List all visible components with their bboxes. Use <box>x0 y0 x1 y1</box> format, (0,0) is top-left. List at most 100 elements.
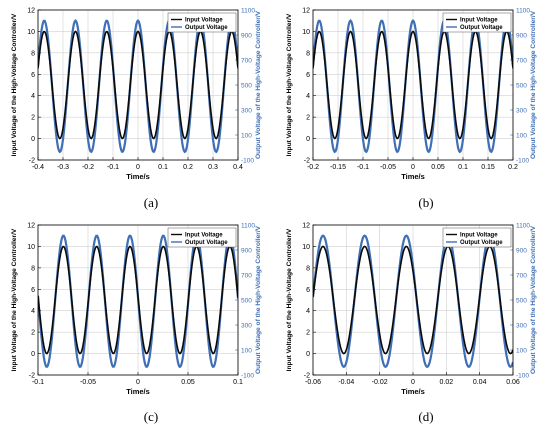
x-tick-label: 0.04 <box>473 379 487 386</box>
x-tick-label: -0.06 <box>305 379 321 386</box>
x-tick-label: -0.2 <box>307 164 319 171</box>
y-right-tick-label: -100 <box>516 158 529 165</box>
y-right-tick-label: 1100 <box>241 223 255 230</box>
x-tick-label: 0.3 <box>208 164 218 171</box>
legend-label: Output Voltage <box>460 25 503 31</box>
y-right-axis-label: Output Voltage of the High-Voltage Contr… <box>255 10 262 159</box>
legend-label: Output Voltage <box>460 240 503 246</box>
y-left-tick-label: 10 <box>27 29 35 36</box>
x-tick-label: -0.02 <box>372 379 388 386</box>
plot-frame <box>312 9 514 161</box>
legend-label: Input Voltage <box>460 18 498 24</box>
y-right-tick-label: 1100 <box>241 8 255 15</box>
x-tick-label: -0.05 <box>380 164 396 171</box>
x-tick-label: 0.05 <box>431 164 445 171</box>
x-tick-label: 0.1 <box>458 164 468 171</box>
series-input-voltage <box>313 30 513 140</box>
chart-panel-c: -0.1 -0.05 0 0.05 0.1 -2 0 2 4 6 8 10 12 -100 100 300 50… <box>11 223 262 397</box>
y-left-tick-label: 2 <box>306 330 310 337</box>
legend-label: Input Voltage <box>185 18 223 24</box>
y-right-tick-label: -100 <box>241 158 254 165</box>
y-left-tick-label: 8 <box>31 50 35 57</box>
y-left-tick-label: 12 <box>302 223 310 230</box>
x-tick-label: -0.05 <box>80 379 96 386</box>
plot-frame <box>37 224 239 376</box>
y-left-axis-label: Input Voltage of the High-Voltage Contro… <box>11 13 18 156</box>
y-right-tick-label: 100 <box>241 348 252 355</box>
y-left-tick-label: 6 <box>31 72 35 79</box>
series-input-voltage <box>38 245 238 355</box>
chart-panel-d: -0.06 -0.04 -0.02 0 0.02 0.04 0.06 -2 0 2 4 6 8 10 12 -… <box>286 223 537 397</box>
y-left-tick-label: 8 <box>306 50 310 57</box>
y-right-tick-label: 300 <box>241 108 252 115</box>
x-tick-label: 0.06 <box>506 379 520 386</box>
y-left-tick-label: 10 <box>27 244 35 251</box>
x-tick-label: -0.3 <box>57 164 69 171</box>
y-left-tick-label: 2 <box>31 330 35 337</box>
x-tick-label: -0.2 <box>82 164 94 171</box>
x-tick-label: 0.2 <box>183 164 193 171</box>
y-right-tick-label: 900 <box>241 248 252 255</box>
legend-box <box>442 227 512 248</box>
x-tick-label: 0.2 <box>508 164 518 171</box>
x-tick-label: 0.15 <box>481 164 495 171</box>
y-right-tick-label: 500 <box>241 298 252 305</box>
y-right-tick-label: 900 <box>516 248 527 255</box>
legend-box <box>167 227 237 248</box>
x-tick-label: 0 <box>136 379 140 386</box>
y-right-tick-label: 700 <box>516 58 527 65</box>
y-right-axis-label: Output Voltage of the High-Voltage Contr… <box>530 225 537 374</box>
y-right-tick-label: 300 <box>241 323 252 330</box>
x-tick-label: 0 <box>411 379 415 386</box>
x-tick-label: 0.1 <box>158 164 168 171</box>
y-left-tick-label: 4 <box>31 308 35 315</box>
x-tick-label: 0.1 <box>233 379 243 386</box>
series-input-voltage <box>38 30 238 140</box>
y-left-tick-label: -2 <box>29 373 35 380</box>
y-right-tick-label: 900 <box>516 33 527 40</box>
y-left-tick-label: 12 <box>27 223 35 230</box>
x-tick-label: -0.1 <box>32 379 44 386</box>
y-left-axis-label: Input Voltage of the High-Voltage Contro… <box>11 228 18 371</box>
legend-label: Output Voltage <box>185 240 228 246</box>
caption-b: (b) <box>418 195 434 210</box>
plot-frame <box>37 9 239 161</box>
y-left-axis-label: Input Voltage of the High-Voltage Contro… <box>286 228 293 371</box>
y-left-tick-label: 4 <box>31 93 35 100</box>
y-left-tick-label: -2 <box>304 158 310 165</box>
y-right-tick-label: 300 <box>516 323 527 330</box>
y-right-tick-label: 500 <box>516 83 527 90</box>
y-left-tick-label: 10 <box>302 244 310 251</box>
y-right-tick-label: -100 <box>516 373 529 380</box>
y-left-tick-label: 0 <box>31 136 35 143</box>
y-right-tick-label: 700 <box>516 273 527 280</box>
plot-frame <box>312 224 514 376</box>
x-axis-label: Time/s <box>401 387 425 396</box>
y-right-tick-label: 500 <box>241 83 252 90</box>
y-left-tick-label: 12 <box>302 8 310 15</box>
y-right-tick-label: 700 <box>241 273 252 280</box>
y-left-tick-label: 2 <box>306 115 310 122</box>
y-right-axis-label: Output Voltage of the High-Voltage Contr… <box>255 225 262 374</box>
y-left-tick-label: 6 <box>306 287 310 294</box>
y-left-tick-label: 6 <box>306 72 310 79</box>
legend-label: Input Voltage <box>185 233 223 239</box>
y-left-tick-label: -2 <box>29 158 35 165</box>
y-right-tick-label: 1100 <box>516 8 530 15</box>
x-tick-label: 0.02 <box>440 379 454 386</box>
series-output-voltage <box>38 18 238 154</box>
legend-box <box>167 12 237 33</box>
y-left-tick-label: 0 <box>31 351 35 358</box>
y-left-axis-label: Input Voltage of the High-Voltage Contro… <box>286 13 293 156</box>
y-left-tick-label: 12 <box>27 8 35 15</box>
y-left-tick-label: 0 <box>306 136 310 143</box>
x-axis-label: Time/s <box>126 387 150 396</box>
y-right-tick-label: 100 <box>516 348 527 355</box>
y-left-tick-label: 6 <box>31 287 35 294</box>
legend-label: Input Voltage <box>460 233 498 239</box>
y-left-tick-label: 10 <box>302 29 310 36</box>
